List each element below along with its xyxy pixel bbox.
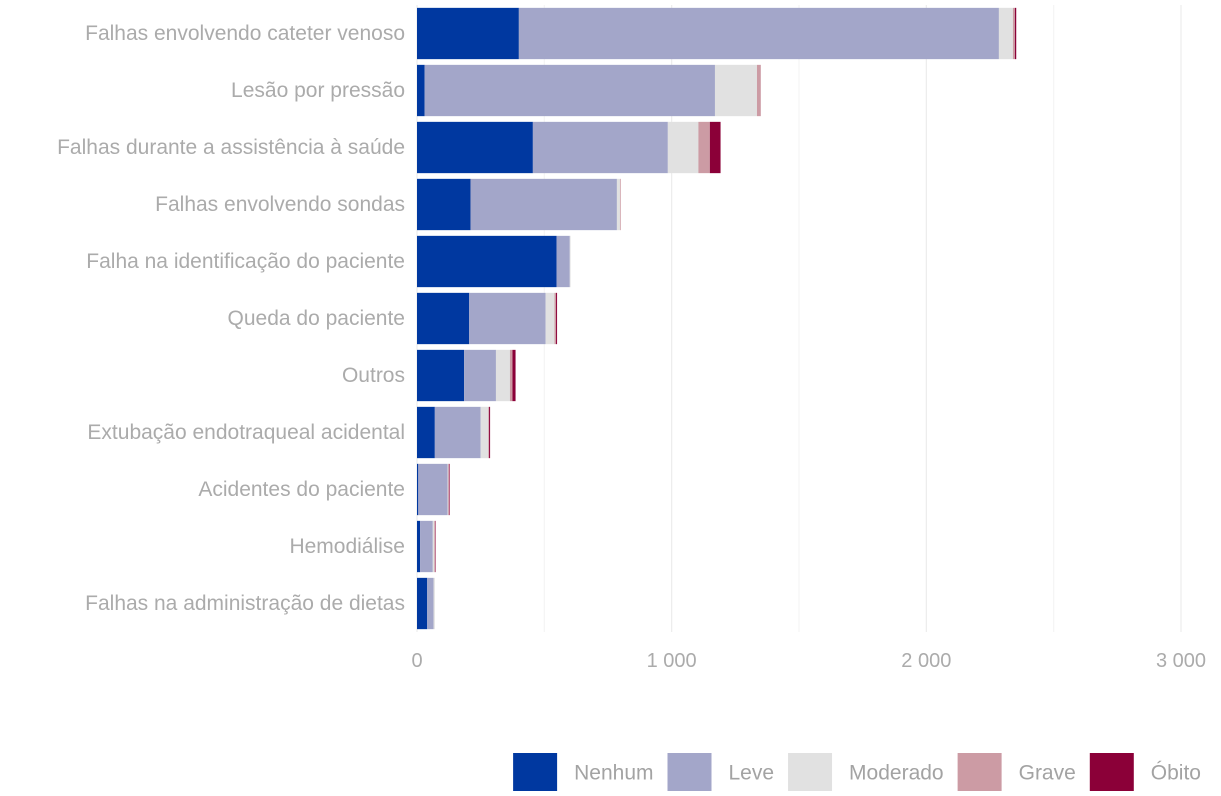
bar-segment-grave-9 xyxy=(434,520,436,573)
bar-segment-leve-8 xyxy=(418,463,448,516)
bar-segment-moderado-2 xyxy=(667,121,699,174)
bar-segment-moderado-1 xyxy=(714,64,757,117)
bar-segment-grave-3 xyxy=(619,178,621,231)
bar-segment-nenhum-3 xyxy=(417,178,471,231)
bar-segment-nenhum-1 xyxy=(417,64,425,117)
bar-segment-leve-3 xyxy=(470,178,617,231)
bar-segment-nenhum-9 xyxy=(417,520,421,573)
category-axis-labels: Falhas envolvendo cateter venoso Lesão po… xyxy=(57,22,405,615)
bar-segment--bito-7 xyxy=(489,406,491,459)
bar-segment-leve-2 xyxy=(532,121,668,174)
bar-segment-nenhum-7 xyxy=(417,406,435,459)
bar-segment-nenhum-8 xyxy=(417,463,419,516)
bar-segment-leve-4 xyxy=(556,235,570,288)
bar-segment-nenhum-5 xyxy=(417,292,470,345)
bar-segment--bito-9 xyxy=(435,520,436,573)
bar-segment-grave-6 xyxy=(509,349,513,402)
category-label: Falhas envolvendo cateter venoso xyxy=(85,22,405,45)
bar-segment-moderado-0 xyxy=(998,7,1013,60)
bar-segment-moderado-7 xyxy=(480,406,489,459)
bar-segment-leve-6 xyxy=(464,349,496,402)
bar-segment--bito-6 xyxy=(512,349,516,402)
legend-label: Grave xyxy=(1019,762,1076,785)
category-label: Queda do paciente xyxy=(228,307,405,330)
category-label: Outros xyxy=(342,364,405,387)
legend-label: Óbito xyxy=(1151,762,1201,785)
bars xyxy=(417,7,1017,630)
bar-segment-moderado-9 xyxy=(432,520,435,573)
bar-segment--bito-2 xyxy=(709,121,721,174)
category-label: Acidentes do paciente xyxy=(198,478,405,501)
legend-key--bito xyxy=(1089,753,1134,793)
bar-segment-grave-8 xyxy=(448,463,449,516)
bar-segment-nenhum-2 xyxy=(417,121,533,174)
bar-segment-leve-5 xyxy=(469,292,546,345)
value-axis-tick-labels: 0 1 000 2 000 3 000 xyxy=(411,650,1206,672)
x-tick-label: 2 000 xyxy=(901,650,951,672)
category-label: Falha na identificação do paciente xyxy=(86,250,405,273)
bar-segment--bito-5 xyxy=(556,292,558,345)
bar-segment--bito-0 xyxy=(1014,7,1017,60)
category-label: Hemodiálise xyxy=(289,535,405,558)
legend-label: Leve xyxy=(729,762,775,785)
bar-segment-leve-10 xyxy=(427,577,434,630)
bar-segment-leve-9 xyxy=(420,520,433,573)
bar-segment-moderado-6 xyxy=(495,349,510,402)
legend-label: Moderado xyxy=(849,762,944,785)
category-label: Falhas na administração de dietas xyxy=(85,592,405,615)
bar-segment-nenhum-6 xyxy=(417,349,465,402)
x-tick-label: 0 xyxy=(411,650,422,672)
legend-label: Nenhum xyxy=(574,762,653,785)
bar-segment-leve-1 xyxy=(424,64,715,117)
legend-key-moderado xyxy=(788,753,833,793)
category-label: Lesão por pressão xyxy=(231,79,405,102)
category-label: Falhas envolvendo sondas xyxy=(155,193,405,216)
bar-segment-leve-0 xyxy=(518,7,999,60)
bar-segment-moderado-10 xyxy=(433,577,435,630)
category-label: Falhas durante a assistência à saúde xyxy=(57,136,405,159)
bar-segment-moderado-8 xyxy=(447,463,449,516)
bar-segment-leve-7 xyxy=(434,406,481,459)
bar-segment-nenhum-4 xyxy=(417,235,557,288)
x-tick-label: 3 000 xyxy=(1156,650,1206,672)
legend: Nenhum Leve Moderado Grave Óbito xyxy=(513,753,1201,793)
legend-key-leve xyxy=(667,753,712,793)
category-label: Extubação endotraqueal acidental xyxy=(87,421,405,444)
bar-segment-nenhum-10 xyxy=(417,577,428,630)
x-tick-label: 1 000 xyxy=(647,650,697,672)
legend-key-grave xyxy=(957,753,1002,793)
bar-segment-grave-2 xyxy=(698,121,710,174)
bar-segment-moderado-3 xyxy=(616,178,620,231)
bar-segment-moderado-4 xyxy=(569,235,571,288)
legend-key-nenhum xyxy=(513,753,558,793)
bar-segment-grave-0 xyxy=(1012,7,1015,60)
bar-segment-grave-1 xyxy=(756,64,761,117)
bar-segment--bito-8 xyxy=(448,463,450,516)
bar-segment-nenhum-0 xyxy=(417,7,519,60)
bar-segment-moderado-5 xyxy=(545,292,555,345)
bar-segment-grave-7 xyxy=(488,406,490,459)
bar-segment-grave-5 xyxy=(554,292,557,345)
